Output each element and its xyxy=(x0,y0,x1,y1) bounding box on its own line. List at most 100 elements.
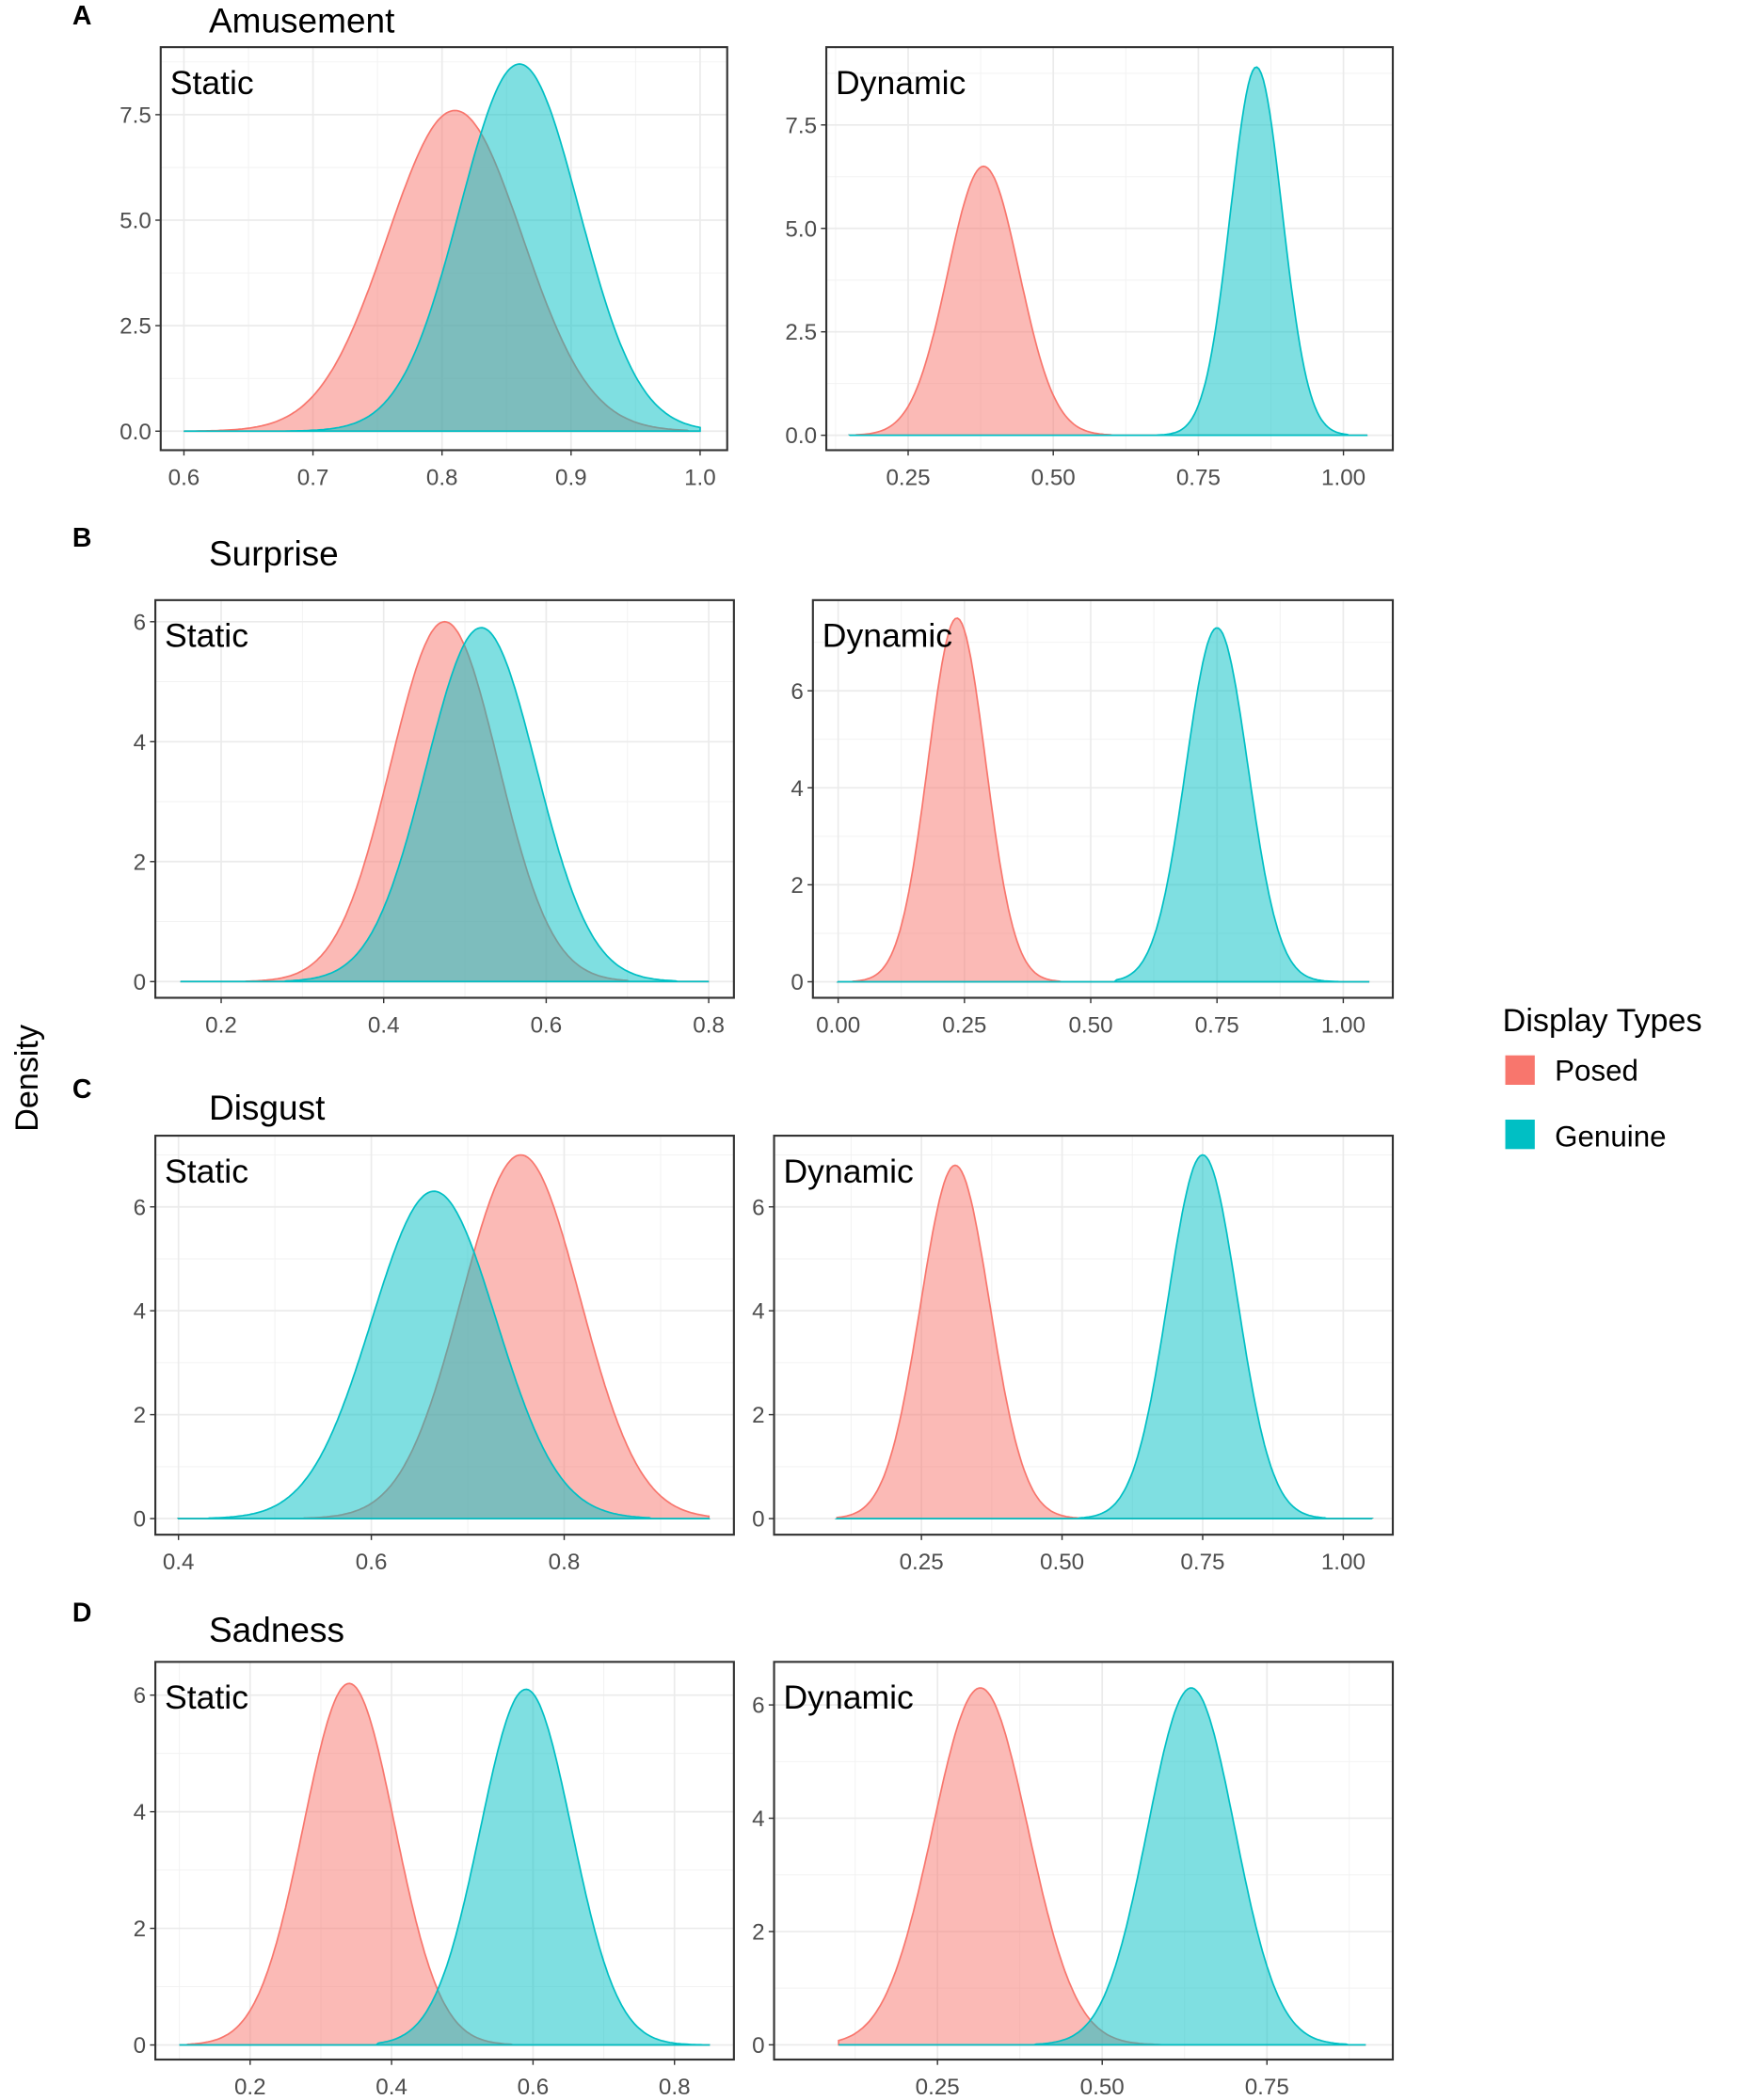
y-tick-label: 0 xyxy=(134,2033,146,2059)
x-tick-label: 0.7 xyxy=(297,465,329,490)
x-tick-label: 0.75 xyxy=(1180,1550,1224,1575)
y-tick-label: 0.0 xyxy=(120,420,152,445)
y-tick-label: 2 xyxy=(752,1403,764,1428)
x-tick-label: 0.25 xyxy=(942,1013,986,1039)
y-tick-label: 0 xyxy=(791,970,803,995)
density-genuine xyxy=(177,627,712,983)
panel-static: Static 0.2 0.4 0.6 0.8 0 2 4 6 xyxy=(134,598,735,1039)
legend-swatch-genuine xyxy=(1505,1120,1535,1150)
panel-letter: A xyxy=(72,1,92,31)
panel-border xyxy=(154,598,735,999)
x-tick-label: 1.0 xyxy=(684,465,716,490)
x-tick-label: 1.00 xyxy=(1321,1013,1366,1039)
x-tick-label: 0.4 xyxy=(368,1013,400,1039)
y-tick-label: 0.0 xyxy=(785,423,817,449)
panel-letter: D xyxy=(72,1599,92,1629)
density-genuine xyxy=(177,1190,711,1519)
panel-label: Dynamic xyxy=(836,64,966,102)
legend-title: Display Types xyxy=(1503,1003,1702,1039)
x-tick-label: 0.50 xyxy=(1031,465,1076,490)
y-tick-label: 6 xyxy=(134,1195,146,1220)
x-tick-label: 0.8 xyxy=(659,2075,691,2100)
panel-border xyxy=(773,1661,1395,2061)
density-genuine xyxy=(847,66,1368,437)
x-tick-label: 0.25 xyxy=(900,1550,944,1575)
density-genuine xyxy=(184,63,701,433)
panel-border xyxy=(811,598,1395,999)
panel-dynamic: Dynamic 0.25 0.50 0.75 1.00 0.0 2.5 5.0 7.5 xyxy=(785,46,1395,490)
row-title: Sadness xyxy=(209,1611,344,1649)
row-title: Disgust xyxy=(209,1089,326,1127)
panel-dynamic: Dynamic 0.25 0.50 0.75 1.00 0 2 4 6 xyxy=(752,1135,1395,1575)
panel-border xyxy=(154,1135,735,1536)
x-tick-label: 0.8 xyxy=(693,1013,725,1039)
y-tick-label: 2 xyxy=(752,1919,764,1945)
panel-static: Static 0.4 0.6 0.8 0 2 4 6 xyxy=(134,1135,735,1575)
y-axis-label: Density xyxy=(9,1025,45,1132)
x-tick-label: 0.25 xyxy=(916,2075,960,2100)
panel-label: Static xyxy=(170,64,254,102)
y-tick-label: 5.0 xyxy=(120,209,152,234)
y-tick-label: 6 xyxy=(752,1694,764,1719)
y-tick-label: 2 xyxy=(134,850,146,875)
panel-border xyxy=(824,46,1395,452)
y-tick-label: 6 xyxy=(791,679,803,705)
x-tick-label: 0.8 xyxy=(426,465,458,490)
y-tick-label: 4 xyxy=(752,1806,764,1832)
density-genuine xyxy=(834,1153,1374,1519)
row-title: Surprise xyxy=(209,534,339,573)
x-tick-label: 0.50 xyxy=(1080,2075,1125,2100)
x-tick-label: 0.6 xyxy=(531,1013,563,1039)
panel-label: Static xyxy=(165,617,248,655)
x-tick-label: 0.8 xyxy=(549,1550,581,1575)
panel-static: Static 0.6 0.7 0.8 0.9 1.0 0.0 2.5 5.0 7.5 xyxy=(120,46,728,490)
y-tick-label: 7.5 xyxy=(785,113,817,138)
panel-label: Static xyxy=(165,1678,248,1716)
panel-static: Static 0.2 0.4 0.6 0.8 0 2 4 6 xyxy=(134,1661,735,2100)
x-tick-label: 0.6 xyxy=(518,2075,550,2100)
density-genuine xyxy=(179,1688,711,2046)
panel-letter: C xyxy=(72,1074,92,1105)
x-tick-label: 0.75 xyxy=(1245,2075,1289,2100)
legend-label-posed: Posed xyxy=(1555,1055,1638,1088)
legend-label-genuine: Genuine xyxy=(1555,1120,1666,1153)
y-tick-label: 4 xyxy=(134,730,146,756)
y-tick-label: 4 xyxy=(791,776,803,802)
x-tick-label: 0.2 xyxy=(234,2075,266,2100)
y-tick-label: 2.5 xyxy=(120,314,152,340)
x-tick-label: 0.6 xyxy=(356,1550,388,1575)
y-tick-label: 6 xyxy=(752,1195,764,1220)
row-title: Amusement xyxy=(209,1,395,40)
x-tick-label: 1.00 xyxy=(1321,1550,1366,1575)
y-tick-label: 2.5 xyxy=(785,320,817,345)
panel-border xyxy=(154,1661,735,2061)
y-tick-label: 6 xyxy=(134,1683,146,1709)
y-tick-label: 4 xyxy=(752,1299,764,1325)
panel-border xyxy=(159,46,728,452)
x-tick-label: 0.9 xyxy=(555,465,587,490)
x-tick-label: 0.50 xyxy=(1040,1550,1084,1575)
legend-swatch-posed xyxy=(1505,1055,1535,1085)
x-tick-label: 0.50 xyxy=(1068,1013,1112,1039)
y-tick-label: 4 xyxy=(134,1800,146,1825)
panel-background xyxy=(774,1136,1393,1535)
panel-border xyxy=(773,1135,1395,1536)
x-tick-label: 1.00 xyxy=(1321,465,1366,490)
x-tick-label: 0.6 xyxy=(168,465,200,490)
y-tick-label: 2 xyxy=(134,1917,146,1942)
y-tick-label: 0 xyxy=(134,1507,146,1533)
panel-label: Dynamic xyxy=(783,1153,913,1190)
x-tick-label: 0.4 xyxy=(375,2075,407,2100)
panel-label: Dynamic xyxy=(783,1678,913,1716)
panel-letter: B xyxy=(72,523,92,553)
y-tick-label: 2 xyxy=(134,1403,146,1428)
x-tick-label: 0.2 xyxy=(205,1013,237,1039)
x-tick-label: 0.4 xyxy=(163,1550,195,1575)
panel-dynamic: Dynamic 0.00 0.25 0.50 0.75 1.00 0 2 4 6 xyxy=(791,598,1395,1039)
y-tick-label: 5.0 xyxy=(785,216,817,242)
x-tick-label: 0.75 xyxy=(1176,465,1221,490)
panel-label: Static xyxy=(165,1153,248,1190)
legend: Display Types Posed Genuine xyxy=(1503,1003,1702,1153)
panel-background xyxy=(774,1662,1393,2060)
